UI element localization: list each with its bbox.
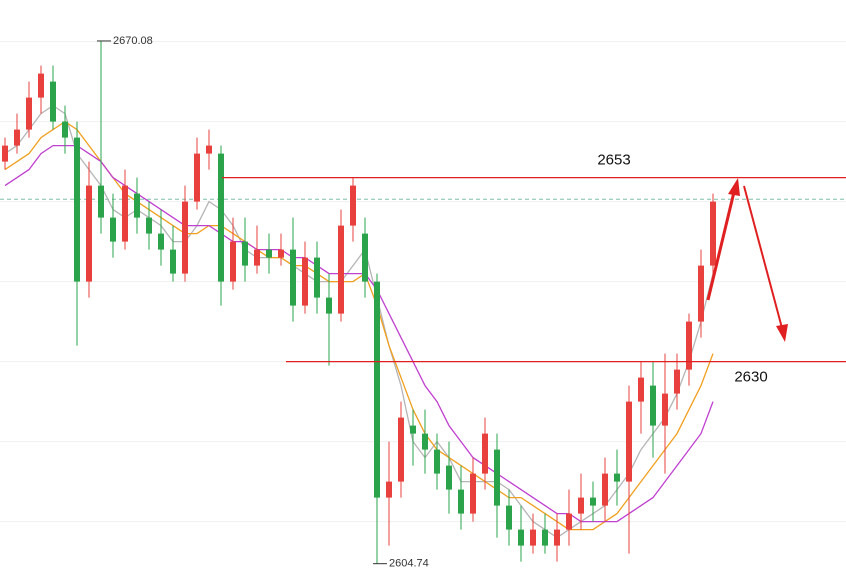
- candle-body: [134, 193, 140, 218]
- candle-body: [230, 241, 236, 282]
- candle-body: [566, 513, 572, 530]
- candle-body: [362, 233, 368, 282]
- levels: 2653 2630: [222, 152, 846, 386]
- candle-body: [218, 153, 224, 282]
- candle-body: [710, 201, 716, 266]
- candle-body: [590, 497, 596, 506]
- ma-line: [4, 120, 714, 531]
- candle-body: [158, 233, 164, 250]
- candle-body: [74, 137, 80, 282]
- candle-body: [614, 473, 620, 482]
- candle-body: [470, 473, 476, 514]
- candle-body: [146, 217, 152, 234]
- candle-body: [386, 481, 392, 498]
- extreme-label: 2670.08: [113, 35, 153, 47]
- candle-body: [26, 97, 32, 130]
- candle-body: [2, 145, 8, 162]
- ma-line: [4, 144, 714, 523]
- candle-body: [242, 241, 248, 266]
- candle-body: [686, 321, 692, 370]
- candle-body: [410, 425, 416, 434]
- candle-body: [422, 433, 428, 450]
- candle-body: [482, 433, 488, 474]
- candle-body: [338, 225, 344, 314]
- candle-body: [626, 401, 632, 482]
- arrow-up: [706, 191, 736, 301]
- moving-averages: [4, 104, 714, 539]
- candle-body: [254, 249, 260, 266]
- candle-body: [182, 201, 188, 274]
- candle-body: [578, 497, 584, 514]
- candle-body: [278, 249, 284, 258]
- extreme-marks: 2670.08 2604.74: [97, 35, 429, 570]
- candle-body: [110, 217, 116, 242]
- candle-body: [662, 393, 668, 426]
- arrow-head: [776, 324, 788, 342]
- candle-body: [302, 257, 308, 306]
- candle-body: [326, 297, 332, 314]
- candle-body: [314, 257, 320, 298]
- level-label: 2630: [734, 369, 767, 386]
- candle-body: [554, 529, 560, 546]
- level-label: 2653: [597, 152, 630, 169]
- candle-body: [266, 249, 272, 258]
- candle-body: [638, 377, 644, 402]
- candle-body: [62, 121, 68, 138]
- ma-line: [4, 104, 714, 539]
- candle-body: [86, 185, 92, 282]
- candle-body: [374, 281, 380, 498]
- forecast-arrows: [706, 178, 788, 342]
- candle-body: [14, 129, 20, 146]
- candle-body: [446, 465, 452, 490]
- candle-body: [434, 449, 440, 474]
- candle-body: [350, 185, 356, 226]
- candle-body: [290, 249, 296, 306]
- candle-body: [398, 417, 404, 482]
- candle-body: [170, 249, 176, 274]
- candle-body: [98, 185, 104, 218]
- candle-body: [494, 449, 500, 506]
- candle-body: [506, 505, 512, 530]
- candle-body: [458, 489, 464, 514]
- candle-body: [650, 385, 656, 426]
- candle-body: [542, 529, 548, 546]
- candles: [2, 40, 716, 564]
- candle-body: [38, 73, 44, 98]
- candle-body: [194, 153, 200, 202]
- candle-body: [518, 529, 524, 546]
- arrow-head: [728, 178, 740, 196]
- candle-body: [698, 265, 704, 322]
- candle-body: [674, 369, 680, 394]
- candle-body: [206, 145, 212, 154]
- candle-body: [530, 529, 536, 546]
- candle-body: [50, 81, 56, 122]
- candle-body: [122, 185, 128, 242]
- extreme-label: 2604.74: [389, 558, 429, 570]
- candle-body: [602, 473, 608, 506]
- arrow-down: [743, 185, 783, 329]
